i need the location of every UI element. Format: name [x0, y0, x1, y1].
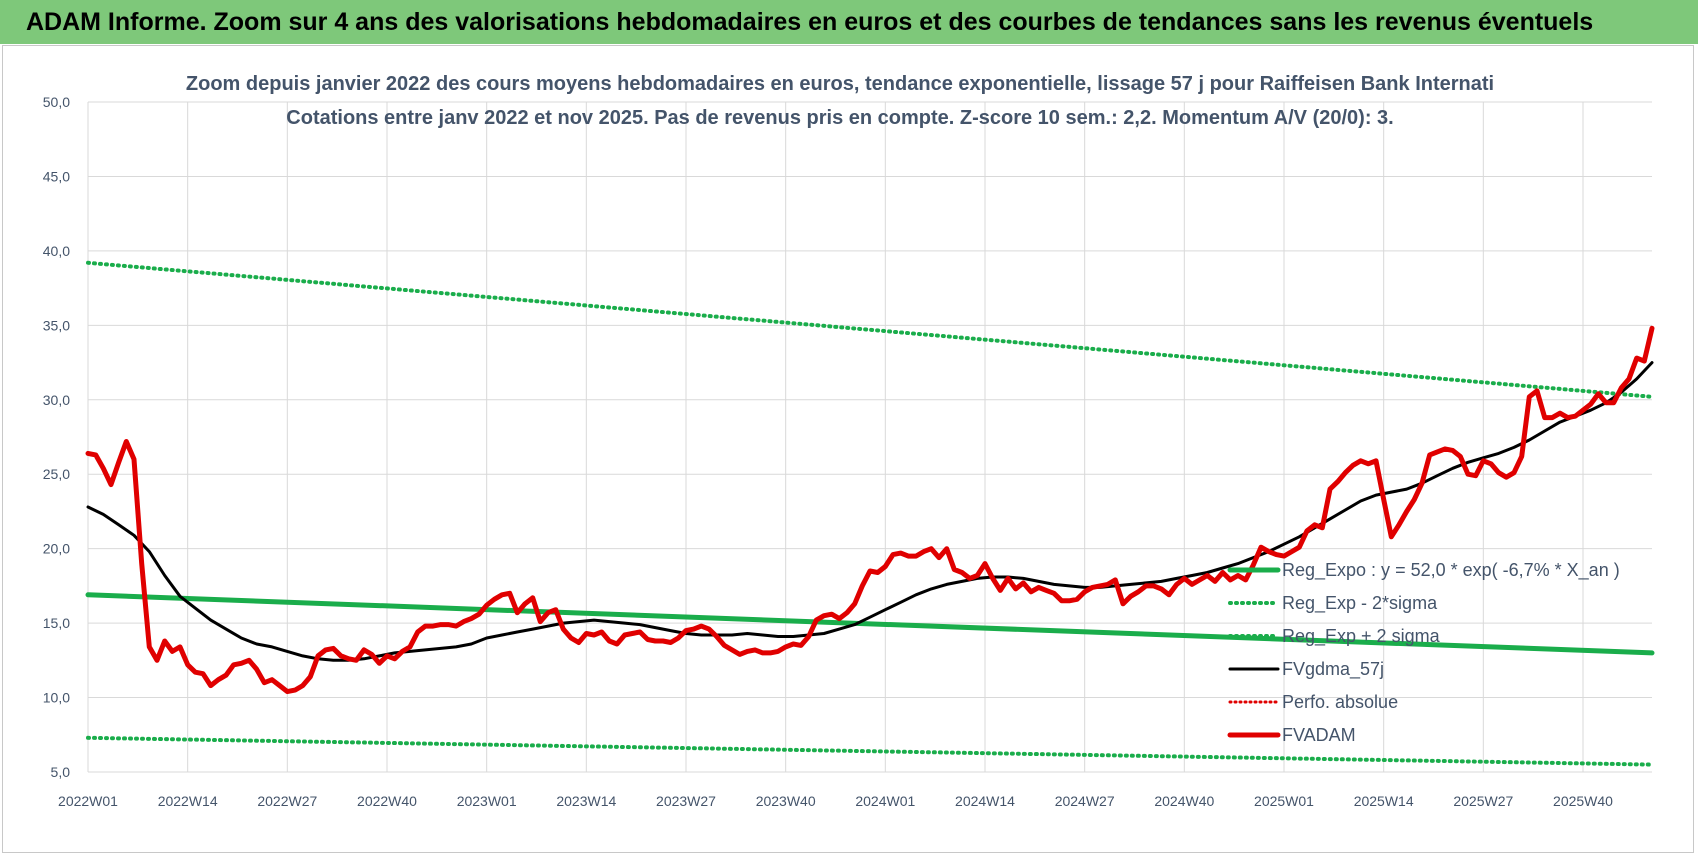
x-tick-label: 2023W27: [656, 793, 716, 809]
x-tick-label: 2023W40: [756, 793, 816, 809]
x-tick-label: 2023W01: [457, 793, 517, 809]
x-tick-label: 2022W40: [357, 793, 417, 809]
series-line-5: [85, 325, 1655, 695]
y-tick-label: 15,0: [43, 615, 70, 631]
x-tick-label: 2022W01: [58, 793, 118, 809]
legend-label: Reg_Exp + 2 sigma: [1282, 626, 1441, 647]
x-tick-label: 2025W01: [1254, 793, 1314, 809]
y-tick-label: 20,0: [43, 541, 70, 557]
y-tick-label: 25,0: [43, 466, 70, 482]
legend: Reg_Expo : y = 52,0 * exp( -6,7% * X_an …: [1227, 560, 1620, 745]
y-tick-label: 40,0: [43, 243, 70, 259]
series-layer: [85, 260, 1655, 767]
x-tick-label: 2025W14: [1354, 793, 1414, 809]
legend-label: Reg_Expo : y = 52,0 * exp( -6,7% * X_an …: [1282, 560, 1620, 581]
chart-title-line-2: Cotations entre janv 2022 et nov 2025. P…: [286, 107, 1393, 129]
grid: [87, 101, 1652, 773]
x-tick-label: 2024W40: [1154, 793, 1214, 809]
x-tick-label: 2025W40: [1553, 793, 1613, 809]
series-line-2: [86, 260, 1654, 399]
y-tick-label: 35,0: [43, 317, 70, 333]
x-tick-label: 2023W14: [556, 793, 616, 809]
chart-title-line-1: Zoom depuis janvier 2022 des cours moyen…: [186, 73, 1494, 95]
x-axis-ticks: 2022W01 2022W14 2022W27 2022W40 2023W01 2023W…: [58, 793, 1613, 809]
y-tick-label: 5,0: [51, 764, 71, 780]
y-tick-label: 45,0: [43, 168, 70, 184]
legend-label: FVADAM: [1282, 725, 1356, 745]
x-tick-label: 2025W27: [1453, 793, 1513, 809]
legend-label: Reg_Exp - 2*sigma: [1282, 593, 1438, 614]
page-header: ADAM Informe. Zoom sur 4 ans des valoris…: [0, 0, 1698, 44]
chart-frame: [2, 45, 1694, 853]
x-tick-label: 2022W27: [257, 793, 317, 809]
series-line-1: [86, 735, 1654, 767]
series-line-0: [85, 592, 1655, 656]
y-tick-label: 50,0: [43, 94, 70, 110]
x-tick-label: 2024W14: [955, 793, 1015, 809]
y-tick-label: 30,0: [43, 392, 70, 408]
legend-label: Perfo. absolue: [1282, 692, 1398, 712]
y-tick-label: 10,0: [43, 690, 70, 706]
x-tick-label: 2024W01: [855, 793, 915, 809]
x-tick-label: 2022W14: [158, 793, 218, 809]
legend-label: FVgdma_57j: [1282, 659, 1384, 680]
y-axis-ticks: 5,0 10,0 15,0 20,0 25,0 30,0 35,0 40,0 45,0 50,0: [43, 94, 70, 780]
series-line-3: [86, 361, 1654, 662]
page-header-title: ADAM Informe. Zoom sur 4 ans des valoris…: [26, 8, 1594, 36]
x-tick-label: 2024W27: [1055, 793, 1115, 809]
